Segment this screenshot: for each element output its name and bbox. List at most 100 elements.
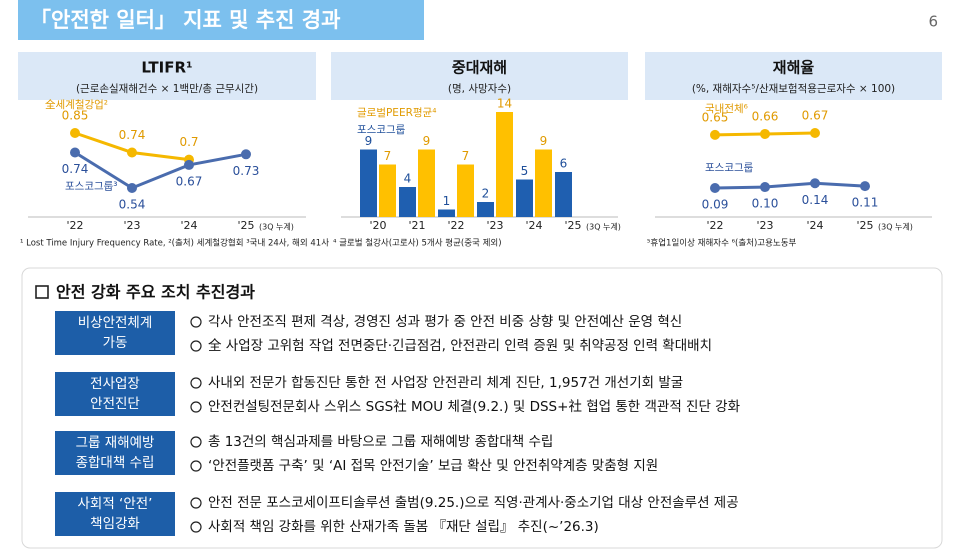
row-item: 全 사업장 고위험 작업 전면중단·긴급점검, 안전관리 인력 증원 및 취약공…: [208, 337, 712, 354]
bullet: [190, 377, 202, 389]
legend-label: 포스코그룹³: [65, 181, 118, 193]
data-point: [70, 147, 80, 158]
legend-label: 국내전체⁶: [705, 103, 748, 115]
chart-subtitle: (명, 사망자수): [448, 83, 511, 95]
chart-header: [18, 52, 316, 100]
chart-header: [645, 52, 942, 100]
data-label: 9: [540, 134, 548, 148]
bar: [555, 172, 572, 217]
data-point: [70, 128, 80, 138]
footnote: ⁴ 글로벌 철강사(고로사) 5개사 평균(중국 제외): [333, 238, 502, 249]
bullet: [190, 340, 202, 352]
data-point: [184, 159, 194, 170]
row-label: 그룹 재해예방: [76, 435, 155, 451]
bar: [477, 202, 494, 217]
x-tick-label: '25: [856, 219, 873, 232]
data-point: [760, 182, 770, 193]
data-label: 0.54: [119, 198, 146, 212]
data-label: 9: [423, 134, 431, 148]
data-label: 0.11: [852, 196, 879, 210]
data-label: 0.67: [176, 174, 203, 188]
row-item: 안전컨설팅전문회사 스위스 SGS社 MOU 체결(9.2.) 및 DSS+社 …: [208, 399, 740, 415]
section-title: 안전 강화 주요 조치 추진경과: [56, 283, 255, 302]
x-tick-label: '23: [756, 219, 773, 232]
data-point: [810, 128, 820, 138]
data-point: [710, 183, 720, 193]
data-point: [760, 128, 770, 139]
data-label: 0.09: [702, 198, 729, 212]
bar: [418, 149, 435, 217]
row-item: ‘안전플랫폼 구축’ 및 ‘AI 접목 안전기술’ 보급 확산 및 안전취약계층…: [208, 458, 658, 474]
bar: [457, 164, 474, 217]
bullet: [190, 521, 202, 533]
category-note: (3Q 누계): [259, 222, 294, 232]
x-tick-label: '24: [525, 219, 542, 232]
x-tick-label: '25: [564, 219, 581, 232]
series-line: [714, 181, 866, 190]
bar: [496, 112, 513, 217]
chart-subtitle: (근로손실재해건수 × 1백만/총 근무시간): [76, 82, 258, 95]
data-label: 0.74: [119, 128, 146, 142]
legend-label: 포스코그룹: [705, 162, 754, 174]
x-tick-label: '20: [369, 219, 386, 232]
data-label: 0.7: [179, 135, 198, 149]
row-label-box: [55, 311, 175, 355]
chart-subtitle: (%, 재해자수⁵/산재보험적용근로자수 × 100): [692, 82, 895, 95]
footnote: ¹ Lost Time Injury Frequency Rate, ²(출처)…: [20, 238, 329, 249]
bullet: [190, 401, 202, 413]
category-note: (3Q 누계): [878, 222, 913, 232]
data-label: 0.74: [62, 162, 89, 176]
data-label: 7: [384, 149, 392, 163]
x-tick-label: '22: [447, 219, 464, 232]
chart-title: 중대재해: [452, 59, 507, 77]
data-label: 9: [365, 134, 373, 148]
data-point: [810, 178, 820, 189]
row-label: 사회적 ‘안전’: [78, 496, 153, 512]
row-label: 가동: [103, 335, 128, 351]
page-title: 「안전한 일터」 지표 및 추진 경과: [30, 8, 340, 32]
data-label: 14: [497, 97, 512, 111]
x-tick-label: '22: [706, 219, 723, 232]
x-tick-label: '22: [66, 219, 83, 232]
data-point: [127, 147, 137, 158]
measures-panel: [21, 267, 943, 549]
data-point: [241, 149, 251, 160]
series-line: [74, 151, 247, 190]
legend-label: 포스코그룹: [357, 124, 406, 136]
chart-title: LTIFR¹: [141, 59, 192, 77]
category-note: (3Q 누계): [586, 222, 621, 232]
x-tick-label: '25: [237, 219, 254, 232]
bullet: [190, 460, 202, 472]
data-label: 4: [404, 172, 412, 186]
chart-title: 재해율: [773, 59, 815, 77]
data-label: 0.67: [802, 109, 829, 123]
row-label: 책임강화: [90, 516, 140, 532]
data-label: 0.85: [62, 109, 89, 123]
row-label: 안전진단: [90, 396, 140, 412]
data-label: 0.10: [752, 197, 779, 211]
data-point: [710, 129, 720, 140]
section-box-icon: [35, 285, 49, 299]
x-tick-label: '23: [486, 219, 503, 232]
legend-label: 글로벌PEER평균⁴: [357, 107, 436, 119]
data-point: [860, 181, 870, 192]
bullet: [190, 316, 202, 328]
data-label: 5: [521, 164, 529, 178]
x-tick-label: '23: [123, 219, 140, 232]
data-label: 0.65: [702, 110, 729, 124]
row-item: 사회적 책임 강화를 위한 산재가족 돌봄 『재단 설립』 추진(~’26.3): [208, 519, 599, 535]
data-label: 6: [560, 157, 568, 171]
bar: [399, 187, 416, 217]
row-item: 사내외 전문가 합동진단 통한 전 사업장 안전관리 체계 진단, 1,957건…: [208, 375, 683, 391]
title-bar: [18, 0, 424, 40]
legend-label: 全세계철강업²: [45, 98, 108, 111]
bar: [535, 149, 552, 217]
row-label: 전사업장: [90, 376, 140, 392]
row-item: 총 13건의 핵심과제를 바탕으로 그룹 재해예방 종합대책 수립: [208, 434, 553, 450]
bar: [438, 209, 455, 217]
x-tick-label: '24: [806, 219, 823, 232]
footnote: ⁵휴업1일이상 재해자수 ⁶(출처)고용노동부: [647, 238, 797, 249]
data-label: 0.66: [752, 109, 779, 123]
row-item: 각사 안전조직 편제 격상, 경영진 성과 평가 중 안전 비중 상향 및 안전…: [208, 314, 682, 330]
